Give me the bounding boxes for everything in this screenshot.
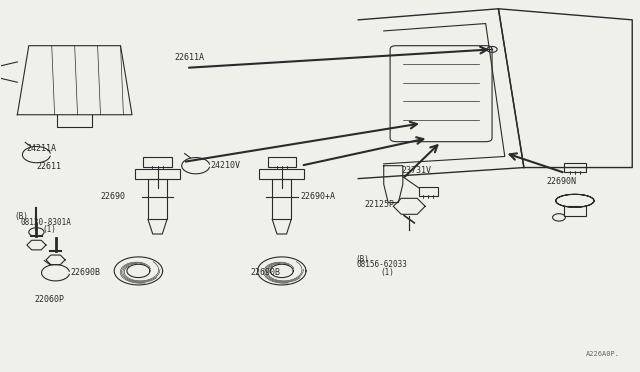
Text: 22611A: 22611A (174, 53, 204, 62)
Text: 22125P: 22125P (365, 200, 394, 209)
Text: A226A0P.: A226A0P. (586, 351, 620, 357)
Text: 22690+A: 22690+A (301, 192, 336, 201)
Text: 22690: 22690 (100, 192, 125, 201)
Text: (B): (B) (14, 212, 28, 221)
Text: 22690B: 22690B (251, 268, 281, 278)
Text: 22611: 22611 (36, 163, 61, 171)
Text: 08156-62033: 08156-62033 (357, 260, 408, 269)
Text: 22690B: 22690B (70, 268, 100, 278)
Text: 08120-8301A: 08120-8301A (20, 218, 72, 227)
Text: 23731V: 23731V (401, 166, 431, 175)
Text: (1): (1) (43, 225, 57, 234)
Text: (1): (1) (381, 267, 394, 277)
Text: 24211A: 24211A (27, 144, 57, 153)
Text: 22690N: 22690N (546, 177, 576, 186)
Text: (B): (B) (355, 255, 369, 264)
Text: 22060P: 22060P (34, 295, 64, 304)
Text: 24210V: 24210V (211, 161, 241, 170)
